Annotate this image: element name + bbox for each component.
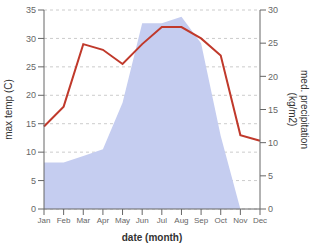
svg-text:0: 0 — [268, 204, 273, 214]
svg-text:Oct: Oct — [215, 216, 228, 225]
svg-text:25: 25 — [26, 62, 36, 72]
svg-text:Sep: Sep — [194, 216, 209, 225]
svg-text:date (month): date (month) — [122, 232, 183, 243]
svg-text:max temp (C): max temp (C) — [8, 79, 14, 140]
svg-text:Nov: Nov — [233, 216, 247, 225]
svg-text:30: 30 — [26, 34, 36, 44]
svg-text:Apr: Apr — [97, 216, 110, 225]
svg-text:Jun: Jun — [136, 216, 149, 225]
svg-text:20: 20 — [26, 90, 36, 100]
svg-text:med. precipitation(kg/m2): med. precipitation(kg/m2) — [287, 70, 310, 149]
svg-text:Dec: Dec — [253, 216, 267, 225]
svg-text:5: 5 — [268, 171, 273, 181]
svg-text:0: 0 — [31, 204, 36, 214]
svg-text:25: 25 — [268, 38, 278, 48]
svg-text:20: 20 — [268, 72, 278, 82]
svg-text:15: 15 — [26, 119, 36, 129]
svg-text:May: May — [115, 216, 130, 225]
svg-text:Jan: Jan — [38, 216, 51, 225]
svg-text:35: 35 — [26, 5, 36, 15]
svg-text:15: 15 — [268, 105, 278, 115]
svg-text:Feb: Feb — [57, 216, 71, 225]
svg-text:Aug: Aug — [174, 216, 188, 225]
svg-text:Mar: Mar — [76, 216, 90, 225]
svg-text:10: 10 — [268, 138, 278, 148]
svg-text:10: 10 — [26, 147, 36, 157]
svg-text:30: 30 — [268, 5, 278, 15]
svg-text:5: 5 — [31, 176, 36, 186]
svg-text:Jul: Jul — [157, 216, 167, 225]
